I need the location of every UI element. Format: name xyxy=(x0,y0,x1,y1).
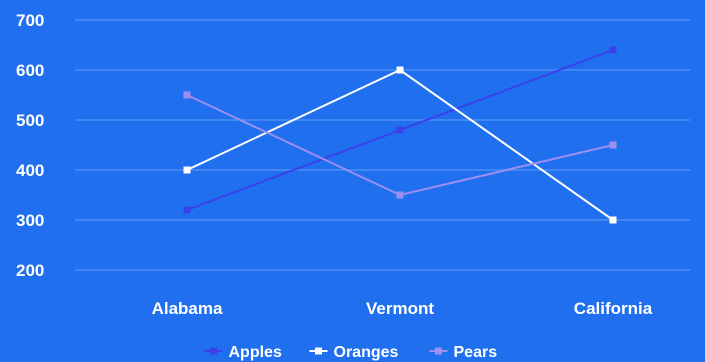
data-point[interactable] xyxy=(609,46,617,54)
legend-marker xyxy=(210,347,217,355)
legend-item-apples[interactable]: Apples xyxy=(204,344,282,361)
data-point[interactable] xyxy=(609,216,617,224)
legend-marker xyxy=(315,347,322,355)
series-oranges xyxy=(183,66,617,224)
legend-marker xyxy=(435,347,442,355)
y-tick-label: 300 xyxy=(16,211,44,230)
legend-label: Apples xyxy=(229,344,282,361)
data-point[interactable] xyxy=(396,66,404,74)
x-category-label: California xyxy=(574,299,653,318)
legend-label: Pears xyxy=(454,344,498,361)
data-point[interactable] xyxy=(609,141,617,149)
series-pears xyxy=(183,91,617,199)
series-layer xyxy=(183,46,617,224)
data-point[interactable] xyxy=(396,191,404,199)
data-point[interactable] xyxy=(396,126,404,134)
x-category-label: Vermont xyxy=(366,299,434,318)
y-axis-ticks: 200 300 400 500 600 700 xyxy=(16,11,44,280)
legend[interactable]: Apples Oranges Pears xyxy=(204,344,498,361)
series-line xyxy=(186,94,614,197)
data-point[interactable] xyxy=(183,166,191,174)
data-point[interactable] xyxy=(183,206,191,214)
y-tick-label: 200 xyxy=(16,261,44,280)
data-point[interactable] xyxy=(183,91,191,99)
x-category-label: Alabama xyxy=(152,299,223,318)
legend-label: Oranges xyxy=(334,344,399,361)
y-tick-label: 700 xyxy=(16,11,44,30)
y-tick-label: 500 xyxy=(16,111,44,130)
y-tick-label: 400 xyxy=(16,161,44,180)
y-tick-label: 600 xyxy=(16,61,44,80)
x-axis-categories: Alabama Vermont California xyxy=(152,299,653,318)
legend-item-oranges[interactable]: Oranges xyxy=(309,344,399,361)
legend-item-pears[interactable]: Pears xyxy=(429,344,498,361)
series-apples xyxy=(183,46,617,214)
grid-layer xyxy=(75,19,690,271)
